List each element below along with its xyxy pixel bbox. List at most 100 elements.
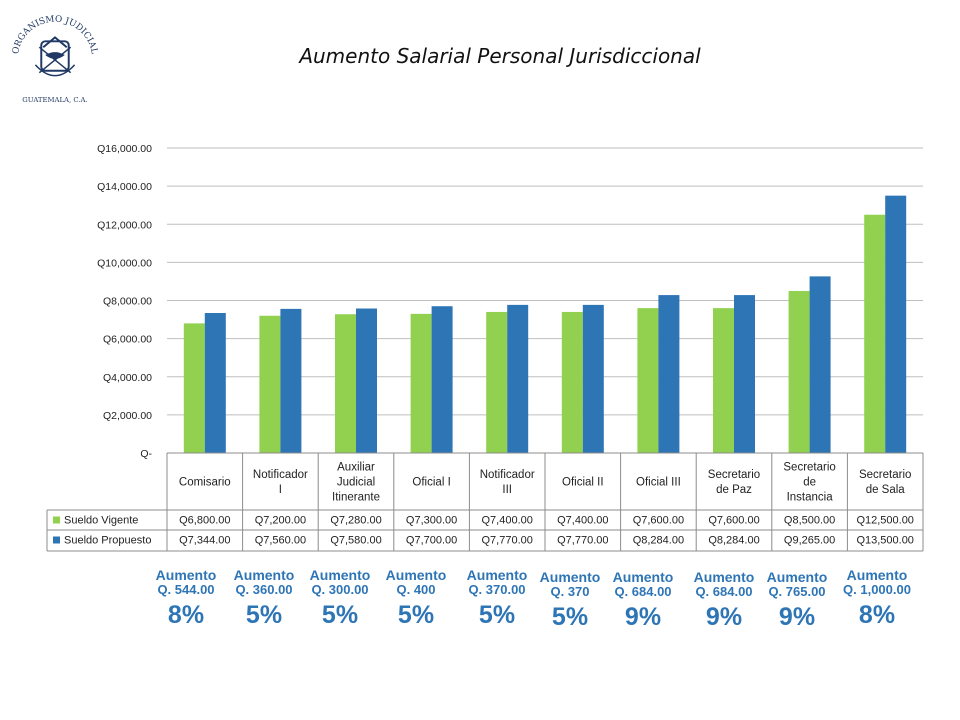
category-label: Oficial III: [636, 477, 681, 489]
annotation-label: Aumento: [846, 567, 908, 583]
annotation-percent: 9%: [778, 603, 816, 632]
y-tick-label: Q10,000.00: [97, 257, 152, 269]
data-label: Q7,400.00: [557, 515, 608, 527]
legend-label: Sueldo Propuesto: [64, 535, 151, 547]
y-tick-label: Q8,000.00: [103, 296, 152, 308]
annotation-label: Aumento: [693, 569, 755, 585]
data-label: Q7,200.00: [255, 515, 306, 527]
category-label: de: [803, 477, 816, 489]
category-label: de Paz: [716, 484, 752, 496]
chart-title: Aumento Salarial Personal Jurisdiccional: [299, 44, 701, 68]
bar-propuesto: [204, 313, 226, 453]
annotation-label: Aumento: [155, 567, 217, 583]
category-label: III: [502, 484, 512, 496]
bar-vigente: [183, 323, 205, 453]
y-tick-label: Q12,000.00: [97, 219, 152, 231]
data-label: Q12,500.00: [856, 515, 914, 527]
increase-annotation: Aumento Q. 684.00 9%: [601, 569, 685, 632]
increase-annotation: Aumento Q. 370.00 5%: [455, 567, 539, 630]
annotation-amount: Q. 684.00: [614, 584, 672, 600]
bar-vigente: [486, 311, 508, 453]
category-label: Comisario: [179, 477, 231, 489]
bar-chart: Q- Q2,000.00 Q4,000.00 Q6,000.00 Q8,000.00 Q1…: [46, 143, 924, 552]
y-tick-label: Q2,000.00: [103, 410, 152, 422]
data-label: Q7,400.00: [482, 515, 533, 527]
annotation-amount: Q. 400: [396, 582, 436, 598]
category-label: Itinerante: [332, 492, 380, 504]
bar-propuesto: [280, 308, 302, 453]
category-label: Secretario: [859, 469, 911, 481]
y-tick-label: Q-: [140, 448, 152, 460]
data-label: Q13,500.00: [856, 535, 914, 547]
increase-annotation: Aumento Q. 370 5%: [528, 569, 612, 632]
bar-vigente: [259, 315, 281, 453]
y-tick-label: Q14,000.00: [97, 181, 152, 193]
y-tick-label: Q4,000.00: [103, 372, 152, 384]
category-label: Notificador: [480, 469, 535, 481]
data-label: Q8,284.00: [633, 535, 684, 547]
annotation-label: Aumento: [612, 569, 674, 585]
bar-vigente: [335, 314, 356, 453]
seal-emblem-icon: [34, 36, 76, 77]
increase-annotation: Aumento Q. 300.00 5%: [298, 567, 382, 630]
data-label: Q7,770.00: [482, 535, 533, 547]
legend-key: [53, 536, 60, 544]
bar-propuesto: [431, 306, 453, 453]
data-label: Q7,280.00: [330, 515, 381, 527]
annotation-amount: Q. 1,000.00: [843, 582, 911, 598]
annotation-amount: Q. 684.00: [695, 584, 753, 600]
data-label: Q7,600.00: [708, 515, 759, 527]
increase-annotation: Aumento Q. 544.00 8%: [144, 567, 228, 630]
bar-propuesto: [507, 304, 529, 453]
organismo-judicial-seal: ORGANISMO JUDICIAL GUATEMALA, C.A.: [11, 15, 99, 105]
bar-vigente: [713, 308, 734, 453]
annotation-label: Aumento: [539, 569, 601, 585]
annotation-label: Aumento: [385, 567, 447, 583]
data-label: Q7,560.00: [255, 535, 306, 547]
category-label: Judicial: [337, 477, 375, 489]
annotation-amount: Q. 370: [550, 584, 590, 600]
legend-label: Sueldo Vigente: [64, 515, 138, 527]
annotation-amount: Q. 544.00: [157, 582, 215, 598]
category-label: Secretario: [783, 462, 835, 474]
bar-vigente: [410, 313, 432, 453]
increase-annotation: Aumento Q. 1,000.00 8%: [842, 567, 912, 630]
bar-propuesto: [658, 295, 680, 453]
data-label: Q8,500.00: [784, 515, 835, 527]
annotation-label: Aumento: [233, 567, 295, 583]
bar-propuesto: [809, 276, 831, 453]
increase-annotation: Aumento Q. 360.00 5%: [222, 567, 306, 630]
bar-vigente: [561, 311, 583, 453]
data-label: Q7,580.00: [330, 535, 381, 547]
legend-key: [53, 516, 60, 524]
data-label: Q7,300.00: [406, 515, 457, 527]
bar-vigente: [864, 214, 886, 453]
data-label: Q9,265.00: [784, 535, 835, 547]
increase-annotation: Aumento Q. 765.00 9%: [755, 569, 839, 632]
annotation-percent: 5%: [245, 601, 283, 630]
data-label: Q7,770.00: [557, 535, 608, 547]
annotation-percent: 5%: [397, 601, 435, 630]
category-label: Secretario: [708, 469, 760, 481]
data-label: Q8,284.00: [708, 535, 759, 547]
bar-propuesto: [734, 295, 755, 453]
bar-vigente: [788, 290, 810, 453]
y-tick-label: Q6,000.00: [103, 334, 152, 346]
annotation-amount: Q. 370.00: [468, 582, 526, 598]
category-label: Oficial I: [412, 477, 450, 489]
data-label: Q6,800.00: [179, 515, 230, 527]
category-label: I: [279, 484, 282, 496]
increase-annotation: Aumento Q. 400 5%: [374, 567, 458, 630]
y-tick-label: Q16,000.00: [97, 143, 152, 155]
seal-bottom-text: GUATEMALA, C.A.: [22, 96, 87, 104]
annotation-percent: 8%: [858, 601, 896, 630]
annotation-percent: 9%: [705, 603, 743, 632]
bar-vigente: [637, 308, 659, 453]
category-label: Notificador: [253, 469, 308, 481]
data-label: Q7,700.00: [406, 535, 457, 547]
increase-annotation: Aumento Q. 684.00 9%: [682, 569, 766, 632]
category-label: Auxiliar: [337, 462, 375, 474]
annotation-amount: Q. 765.00: [768, 584, 826, 600]
annotation-amount: Q. 360.00: [235, 582, 293, 598]
annotation-label: Aumento: [309, 567, 371, 583]
